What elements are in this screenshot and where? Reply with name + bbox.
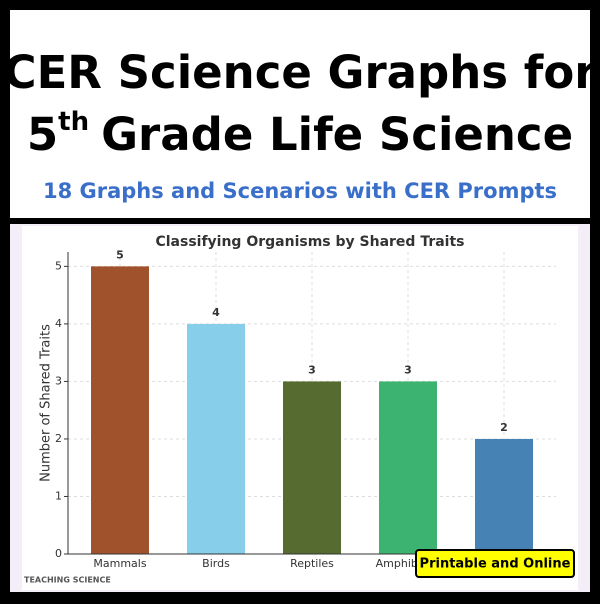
title-line1: CER Science Graphs for	[4, 46, 598, 99]
chart-title: Classifying Organisms by Shared Traits	[155, 234, 464, 250]
value-label: 4	[212, 306, 220, 319]
bar	[91, 266, 149, 554]
value-label: 5	[116, 248, 124, 261]
logo: TEACHING SCIENCE	[24, 576, 111, 585]
x-tick-label: Reptiles	[290, 557, 334, 570]
title-superscript: th	[58, 107, 89, 137]
plot: 012345Mammals5Birds4Reptiles3Amphibians3…	[55, 248, 556, 570]
title-line2: 5th Grade Life Science	[27, 107, 573, 162]
value-label: 3	[404, 363, 412, 376]
title-rest: Grade Life Science	[101, 108, 573, 161]
y-axis-label: Number of Shared Traits	[39, 324, 54, 482]
y-tick-label: 4	[55, 317, 62, 330]
title-number: 5	[27, 108, 58, 161]
x-tick-label: Birds	[202, 557, 230, 570]
bar	[379, 381, 437, 554]
y-tick-label: 5	[55, 259, 62, 272]
y-tick-label: 0	[55, 547, 62, 560]
overlay: Printable and Online TEACHING SCIENCE	[24, 549, 575, 585]
y-tick-label: 3	[55, 374, 62, 387]
badge-box	[415, 549, 575, 578]
bar	[475, 438, 533, 554]
value-label: 2	[500, 421, 508, 434]
bar	[187, 323, 245, 554]
value-label: 3	[308, 363, 316, 376]
y-tick-label: 1	[55, 489, 62, 502]
x-tick-label: Mammals	[93, 557, 146, 570]
bar	[283, 381, 341, 554]
subtitle: 18 Graphs and Scenarios with CER Prompts	[43, 179, 557, 203]
y-tick-label: 2	[55, 432, 62, 445]
badge: Printable and Online	[420, 557, 571, 572]
header-box	[10, 10, 590, 218]
